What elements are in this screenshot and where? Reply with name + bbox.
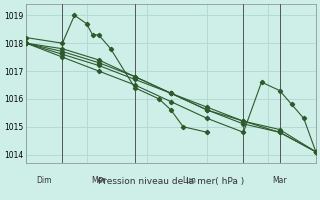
Text: Mer: Mer [91,176,106,185]
X-axis label: Pression niveau de la mer( hPa ): Pression niveau de la mer( hPa ) [98,177,244,186]
Text: Mar: Mar [272,176,287,185]
Text: Dim: Dim [36,176,52,185]
Text: Lun: Lun [182,176,196,185]
